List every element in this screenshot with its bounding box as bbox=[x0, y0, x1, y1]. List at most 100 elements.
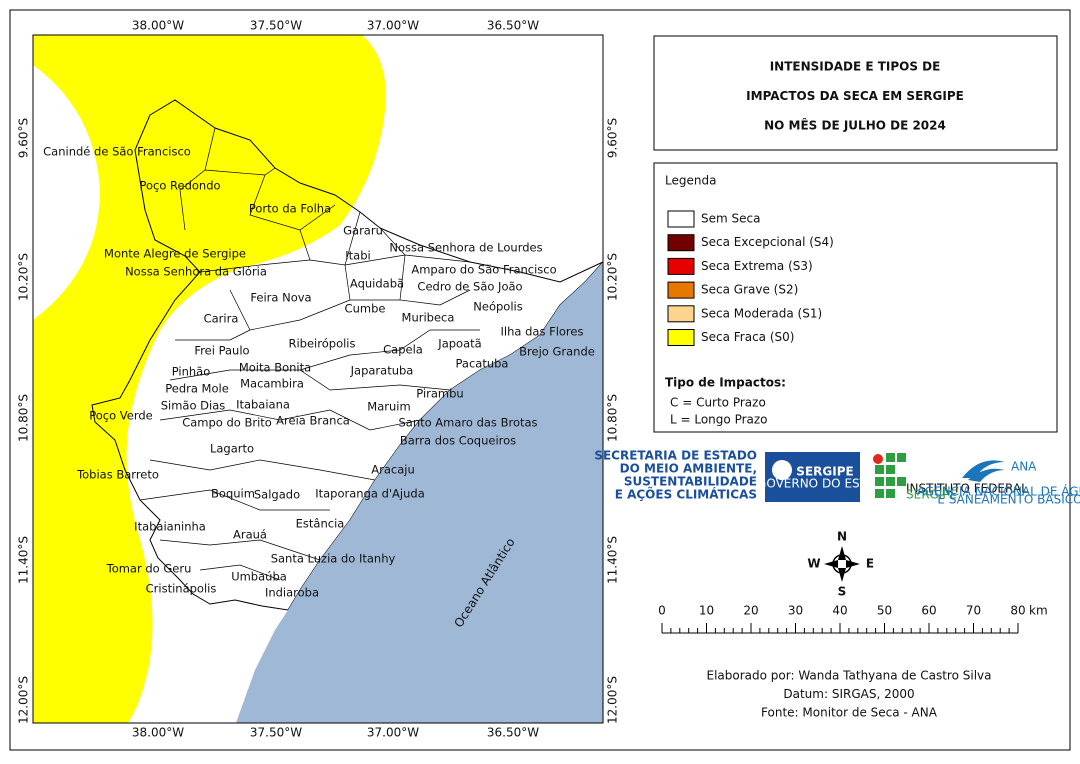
ana-fullname-2: E SANEAMENTO BÁSICO bbox=[937, 492, 1080, 507]
municipality-label: Aquidabã bbox=[350, 277, 404, 291]
compass-letter: W bbox=[807, 557, 820, 571]
longitude-label: 38.00°W bbox=[132, 19, 184, 33]
municipality-label: Carira bbox=[204, 312, 239, 326]
title: INTENSIDADE E TIPOS DE IMPACTOS DA SECA E… bbox=[746, 60, 964, 133]
impacts-title: Tipo de Impactos: bbox=[665, 376, 786, 390]
municipality-label: Poço Redondo bbox=[139, 179, 220, 193]
drought-s0-area bbox=[33, 35, 386, 723]
municipality-label: Boquim bbox=[211, 487, 255, 501]
semac-line: DO MEIO AMBIENTE, bbox=[620, 462, 757, 476]
credit-line: Fonte: Monitor de Seca - ANA bbox=[761, 706, 938, 720]
municipality-label: Maruim bbox=[367, 400, 410, 414]
municipality-label: Cristinápolis bbox=[146, 582, 217, 596]
ana-name: ANA bbox=[1011, 460, 1037, 474]
municipality-label: Nossa Senhora de Lourdes bbox=[389, 241, 542, 255]
sergipe-name: SERGIPE bbox=[796, 465, 853, 479]
municipality-label: Pinhão bbox=[172, 365, 211, 379]
compass-letter: S bbox=[838, 585, 847, 599]
graticule-labels: 38.00°W 38.00°W 37.50°W 37.50°W 37.00°W 37.00… bbox=[17, 19, 620, 740]
scale-label: 70 bbox=[966, 604, 981, 618]
municipality-label: Pirambu bbox=[416, 387, 463, 401]
legend-swatch bbox=[667, 234, 695, 252]
scale-label: 20 bbox=[743, 604, 758, 618]
latitude-label: 10.20°S bbox=[17, 253, 31, 301]
semac-line: SECRETARIA DE ESTADO bbox=[594, 449, 757, 463]
impact-item: L = Longo Prazo bbox=[670, 413, 768, 427]
latitude-label: 12.00°S bbox=[17, 676, 31, 724]
scale-unit: km bbox=[1029, 604, 1048, 618]
municipality-label: Barra dos Coqueiros bbox=[400, 434, 516, 448]
impact-item: C = Curto Prazo bbox=[670, 396, 766, 410]
municipality-label: Moita Bonita bbox=[239, 361, 311, 375]
longitude-label: 37.50°W bbox=[250, 19, 302, 33]
municipality-label: Porto da Folha bbox=[249, 202, 331, 216]
title-line: INTENSIDADE E TIPOS DE bbox=[770, 60, 941, 74]
legend-label: Seca Extrema (S3) bbox=[701, 259, 813, 273]
municipality-label: Aracaju bbox=[371, 463, 415, 477]
legend-label: Sem Seca bbox=[701, 212, 760, 226]
latitude-label: 10.80°S bbox=[17, 394, 31, 442]
legend-swatch bbox=[667, 257, 695, 275]
municipality-label: Santa Luzia do Itanhy bbox=[271, 552, 396, 566]
scale-label: 60 bbox=[921, 604, 936, 618]
municipality-label: Pedra Mole bbox=[165, 382, 229, 396]
credits: Elaborado por: Wanda Tathyana de Castro … bbox=[707, 669, 992, 720]
municipality-label: Tobias Barreto bbox=[76, 468, 159, 482]
legend-label: Seca Grave (S2) bbox=[701, 283, 798, 297]
ana-fullname: AGÊNCIA NACIONAL DE ÁGUAS bbox=[917, 484, 1080, 499]
municipal-boundaries bbox=[139, 127, 480, 581]
municipality-label: Brejo Grande bbox=[519, 345, 595, 359]
semac-line: SUSTENTABILIDADE bbox=[624, 475, 757, 489]
longitude-label: 37.50°W bbox=[250, 726, 302, 740]
municipality-label: Simão Dias bbox=[161, 399, 226, 413]
title-box bbox=[653, 35, 1058, 151]
municipality-label: Japaratuba bbox=[350, 364, 414, 378]
legend-label: Seca Excepcional (S4) bbox=[701, 235, 834, 249]
longitude-label: 36.50°W bbox=[487, 726, 539, 740]
municipality-label: Campo do Brito bbox=[182, 416, 272, 430]
legend-swatch bbox=[667, 329, 695, 346]
municipality-label: Canindé de São Francisco bbox=[43, 145, 191, 159]
scale-label: 40 bbox=[832, 604, 847, 618]
municipality-label: Itaporanga d'Ajuda bbox=[315, 487, 425, 501]
compass-letter: N bbox=[837, 530, 847, 544]
legend: Sem Seca Seca Excepcional (S4) Seca Extrem… bbox=[667, 210, 834, 427]
legend-label: Seca Moderada (S1) bbox=[701, 306, 822, 320]
municipality-label: Frei Paulo bbox=[194, 344, 249, 358]
ana-waves bbox=[962, 460, 1005, 482]
latitude-label: 9.60°S bbox=[17, 118, 31, 158]
latitude-label: 10.80°S bbox=[606, 394, 620, 442]
municipality-label: Itabaianinha bbox=[134, 520, 206, 534]
municipality-label: Umbaúba bbox=[231, 570, 287, 584]
scale-label: 10 bbox=[699, 604, 714, 618]
scale-label: 80 bbox=[1010, 604, 1025, 618]
legend-title: Legenda bbox=[665, 174, 716, 188]
legend-label: Seca Fraca (S0) bbox=[701, 330, 794, 344]
sergipe-emblem bbox=[772, 460, 792, 480]
latitude-label: 12.00°S bbox=[606, 676, 620, 724]
municipality-label: Tomar do Geru bbox=[106, 562, 192, 576]
municipality-label: Monte Alegre de Sergipe bbox=[104, 247, 246, 261]
north-arrow bbox=[824, 546, 860, 582]
scale-label: 0 bbox=[658, 604, 666, 618]
credit-line: Elaborado por: Wanda Tathyana de Castro … bbox=[707, 669, 992, 683]
latitude-label: 10.20°S bbox=[606, 253, 620, 301]
ifs-state: SERGIPE bbox=[906, 488, 957, 502]
municipality-label: Lagarto bbox=[210, 442, 254, 456]
compass-letters: N S E W bbox=[807, 530, 874, 599]
municipality-label: Nossa Senhora da Glória bbox=[125, 265, 267, 279]
municipality-label: Cedro de São João bbox=[417, 280, 522, 294]
municipality-label: Pacatuba bbox=[456, 357, 509, 371]
latitude-label: 11.40°S bbox=[17, 536, 31, 584]
semac-line: E AÇÕES CLIMÁTICAS bbox=[615, 487, 757, 502]
latitude-label: 9.60°S bbox=[606, 118, 620, 158]
scale-label: 50 bbox=[877, 604, 892, 618]
municipality-label: Areia Branca bbox=[276, 414, 350, 428]
municipality-label: Macambira bbox=[240, 377, 304, 391]
municipality-label: Gararu bbox=[343, 224, 383, 238]
municipality-label: Salgado bbox=[254, 488, 300, 502]
municipality-label: Feira Nova bbox=[250, 291, 311, 305]
ocean bbox=[236, 262, 603, 723]
municipality-label: Arauá bbox=[233, 528, 267, 542]
